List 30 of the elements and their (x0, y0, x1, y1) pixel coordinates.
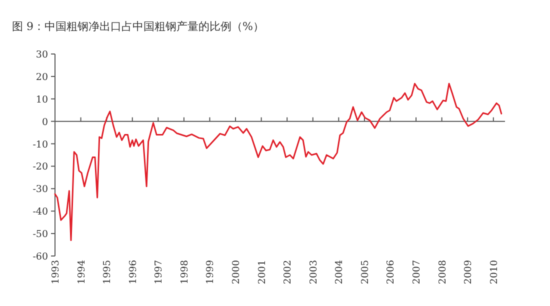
y-tick-label: 10 (36, 94, 48, 106)
y-tick-label: -50 (32, 229, 48, 240)
chart-title: 图 9：中国粗钢净出口占中国粗钢产量的比例（%） (12, 20, 264, 33)
y-tick-label: -30 (32, 184, 48, 196)
y-tick-label: -10 (32, 139, 48, 150)
x-tick-label: 2001 (256, 260, 268, 284)
y-tick-label: 20 (36, 72, 48, 83)
y-tick-label: -40 (32, 206, 48, 218)
y-tick-label: 30 (36, 50, 48, 60)
x-tick-label: 1999 (205, 260, 216, 284)
y-tick-label: -60 (32, 252, 48, 262)
x-tick-label: 1996 (128, 260, 139, 284)
x-tick-label: 2005 (360, 260, 371, 284)
x-tick-label: 1994 (76, 260, 88, 284)
x-tick-label: 2006 (386, 260, 397, 284)
x-tick-label: 2002 (282, 260, 294, 284)
x-tick-label: 2000 (231, 260, 242, 284)
y-tick-label: -20 (32, 162, 48, 173)
y-tick-label: 0 (42, 116, 48, 128)
line-series (54, 82, 502, 242)
x-tick-label: 1995 (102, 260, 114, 284)
x-tick-label: 1998 (179, 260, 190, 284)
x-tick-label: 2004 (334, 260, 346, 284)
x-tick-label: 2009 (463, 260, 474, 284)
x-tick-label: 2010 (488, 260, 500, 284)
x-tick-label: 2003 (308, 260, 320, 284)
x-tick-label: 1993 (50, 260, 62, 284)
x-tick-label: 2007 (412, 260, 423, 284)
x-tick-label: 2008 (437, 260, 448, 284)
x-tick-label: 1997 (154, 260, 165, 284)
